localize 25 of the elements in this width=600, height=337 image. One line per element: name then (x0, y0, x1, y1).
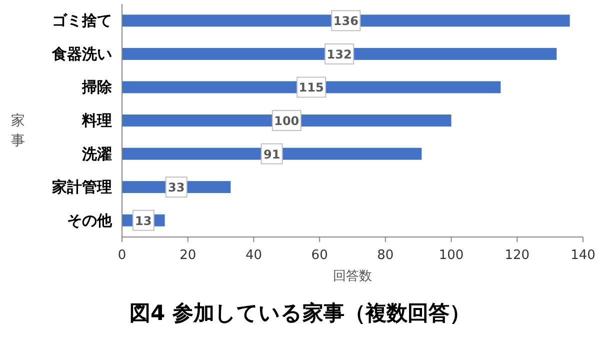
data-label: 13 (135, 214, 152, 228)
x-tick-label: 80 (377, 248, 394, 263)
y-tick-label: その他 (67, 211, 113, 230)
data-label: 136 (333, 14, 358, 28)
x-tick-label: 0 (118, 248, 126, 263)
text: 図4 参加している家事（複数回答） (130, 301, 470, 325)
y-tick-label: 掃除 (81, 78, 113, 96)
y-tick-label: ゴミ捨て (52, 12, 112, 30)
x-tick-label: 100 (438, 248, 464, 263)
y-axis-title: 家事 (11, 113, 25, 149)
y-tick-label: 食器洗い (51, 44, 112, 63)
y-tick-label: 家計管理 (51, 178, 112, 196)
data-label: 91 (263, 147, 280, 162)
data-label: 132 (326, 47, 352, 62)
x-axis-title: 回答数 (333, 269, 372, 284)
x-tick-label: 120 (504, 248, 530, 263)
x-tick-label: 60 (311, 248, 328, 263)
data-label: 100 (274, 114, 300, 128)
data-label: 115 (298, 80, 324, 95)
x-tick-label: 20 (180, 248, 196, 263)
y-tick-label: 料理 (81, 112, 112, 130)
y-tick-label: 洗濯 (81, 144, 112, 163)
data-label: 33 (168, 180, 185, 195)
x-tick-label: 140 (570, 248, 596, 263)
x-tick-label: 40 (245, 248, 262, 263)
